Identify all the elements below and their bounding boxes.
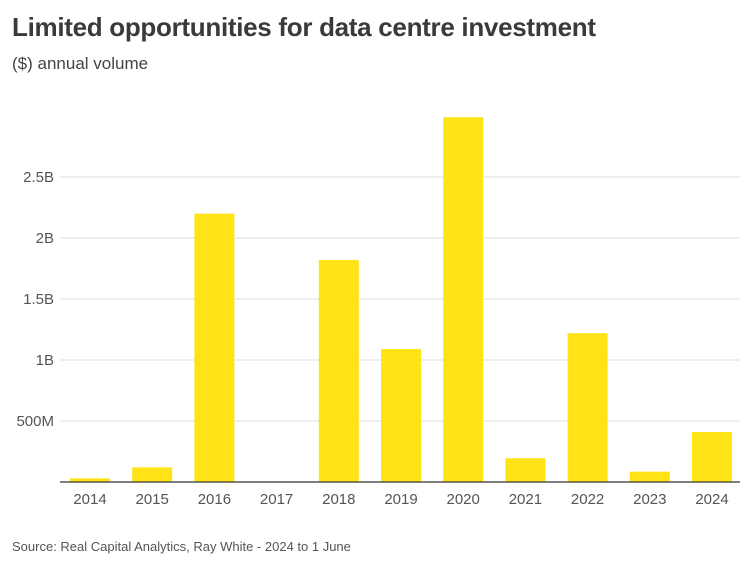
bar-2021 — [505, 458, 546, 482]
y-axis-tick-labels: 500M 1B 1.5B 2B 2.5B — [16, 169, 54, 430]
bar-2016 — [194, 213, 235, 482]
chart-title: Limited opportunities for data centre in… — [12, 12, 596, 42]
x-axis-tick-labels: 2014 2015 2016 2017 2018 2019 2020 2021 2022 2023… — [73, 491, 728, 508]
x-tick-label-2021: 2021 — [509, 491, 542, 508]
x-tick-label-2024: 2024 — [695, 491, 728, 508]
bar-2020 — [443, 117, 484, 482]
x-tick-label-2023: 2023 — [633, 491, 666, 508]
x-tick-label-2016: 2016 — [198, 491, 231, 508]
x-tick-label-2017: 2017 — [260, 491, 293, 508]
bar-2014 — [70, 478, 110, 482]
y-tick-label: 2B — [36, 230, 54, 247]
x-tick-label-2015: 2015 — [136, 491, 169, 508]
x-tick-label-2014: 2014 — [73, 491, 106, 508]
y-tick-label: 500M — [16, 413, 54, 430]
x-tick-label-2019: 2019 — [384, 491, 417, 508]
y-tick-label: 2.5B — [23, 169, 54, 186]
bar-2023 — [629, 471, 670, 482]
x-tick-label-2018: 2018 — [322, 491, 355, 508]
bar-2024 — [692, 431, 732, 482]
y-tick-label: 1B — [36, 352, 54, 369]
x-tick-label-2020: 2020 — [447, 491, 480, 508]
bars — [70, 117, 732, 482]
bar-2022 — [567, 333, 608, 482]
y-tick-label: 1.5B — [23, 291, 54, 308]
bar-2015 — [132, 467, 173, 482]
source-note: Source: Real Capital Analytics, Ray Whit… — [12, 539, 351, 554]
x-tick-label-2022: 2022 — [571, 491, 604, 508]
chart-subtitle: ($) annual volume — [12, 54, 149, 73]
bar-2019 — [381, 349, 421, 482]
bar-2018 — [318, 259, 359, 482]
